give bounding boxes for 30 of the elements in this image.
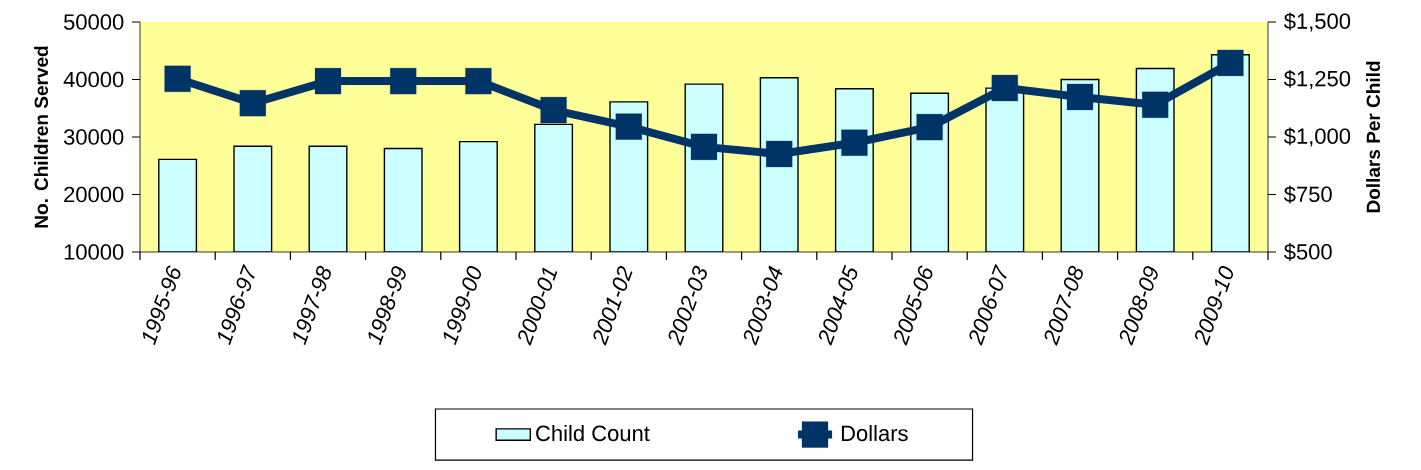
y-tick-label: 40000: [63, 71, 124, 88]
point: [1066, 83, 1094, 111]
point: [540, 96, 567, 124]
point: [841, 129, 868, 156]
y2-tick-label: $1,500: [1283, 12, 1351, 32]
point: [1217, 49, 1244, 77]
point: [916, 113, 943, 141]
y2-tick-label: $500: [1283, 243, 1332, 261]
y-tick-label: 50000: [63, 14, 124, 30]
point: [1142, 91, 1169, 118]
y-axis-title: No. Children Served: [34, 46, 49, 228]
point: [390, 67, 417, 95]
legend-label: Child Count: [536, 424, 650, 442]
y2-tick-label: $750: [1283, 185, 1332, 204]
x-tick-label: 1996-97: [218, 264, 255, 346]
point: [615, 113, 642, 140]
point: [239, 90, 266, 117]
point: [690, 133, 718, 160]
y-tick-label: 10000: [64, 244, 124, 260]
y-tick-label: 30000: [63, 129, 124, 145]
point: [465, 67, 492, 95]
y2-tick-label: $1,000: [1283, 127, 1351, 147]
legend-label: Dollars: [841, 424, 908, 442]
point: [991, 74, 1018, 102]
point: [766, 140, 793, 168]
point: [164, 65, 191, 92]
y2-axis-title: Dollars Per Child: [1366, 61, 1381, 213]
y2-tick-label: $1,250: [1283, 69, 1351, 90]
y-tick-label: 20000: [64, 186, 124, 203]
point: [314, 67, 342, 95]
